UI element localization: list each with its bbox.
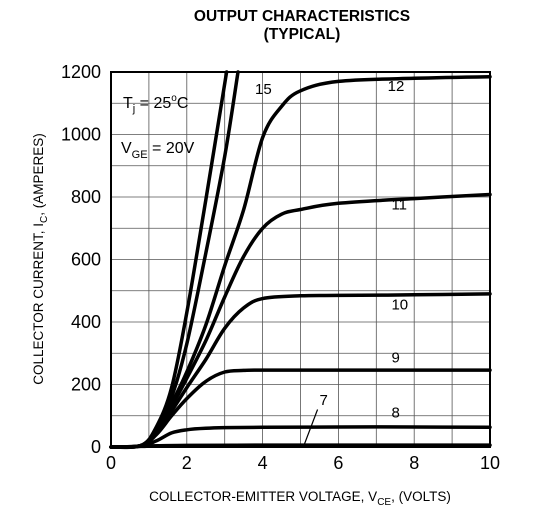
curve-vge-15: [109, 70, 229, 450]
curve-label-11: 11: [391, 197, 407, 214]
y-tick-label: 0: [91, 437, 101, 457]
curve-label-7: 7: [319, 392, 327, 409]
x-tick-label: 0: [106, 453, 116, 473]
curve-labels: 15 12 11 10 9 8 7: [255, 78, 408, 445]
curve-vge-8: [109, 425, 492, 449]
x-tick-label: 4: [258, 453, 268, 473]
plot-frame: [110, 71, 491, 448]
x-tick-label: 10: [480, 453, 500, 473]
grid: [111, 72, 490, 447]
tj-annotation: Tj = 25oC: [123, 93, 188, 115]
y-tick-label: 800: [71, 187, 101, 207]
tick-labels: 0 2 4 6 8 10 0 200 400 600 800 1000 1200: [61, 62, 500, 473]
curve-label-15: 15: [255, 81, 272, 98]
y-tick-label: 400: [71, 312, 101, 332]
curve-label-9: 9: [391, 350, 399, 367]
chart-title: OUTPUT CHARACTERISTICS: [194, 8, 410, 25]
x-tick-label: 2: [182, 453, 192, 473]
x-tick-label: 6: [333, 453, 343, 473]
x-axis-label: COLLECTOR-EMITTER VOLTAGE, VCE, (VOLTS): [149, 489, 451, 508]
y-tick-label: 600: [71, 250, 101, 270]
y-tick-label: 1200: [61, 62, 101, 82]
y-axis-label: COLLECTOR CURRENT, IC, (AMPERES): [31, 133, 50, 385]
curve-label-7-leader: [303, 409, 319, 445]
chart-subtitle: (TYPICAL): [264, 26, 341, 43]
curve-label-10: 10: [391, 297, 408, 314]
x-tick-label: 8: [409, 453, 419, 473]
y-tick-label: 200: [71, 375, 101, 395]
y-tick-label: 1000: [61, 125, 101, 145]
curve-label-8: 8: [391, 404, 399, 421]
vge-annotation: VGE = 20V: [121, 140, 195, 161]
curve-label-12: 12: [388, 78, 405, 95]
